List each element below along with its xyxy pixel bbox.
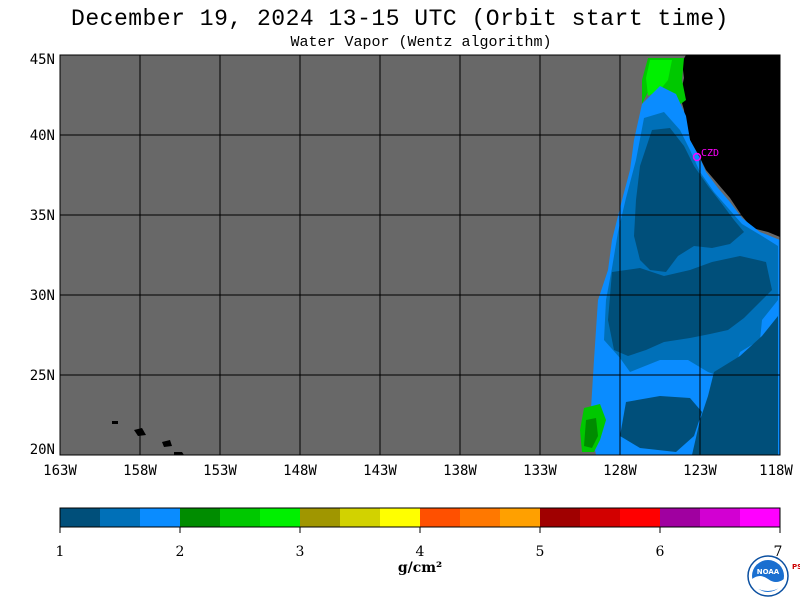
colorbar-swatch [420, 508, 461, 527]
vapor-band-dark-blue-4 [620, 396, 702, 452]
lat-label-20n: 20N [29, 442, 55, 458]
colorbar-swatch [660, 508, 701, 527]
lon-label-148w: 148W [283, 463, 317, 479]
colorbar-swatch [180, 508, 221, 527]
colorbar-swatch [60, 508, 101, 527]
lat-label-35n: 35N [29, 208, 55, 224]
colorbar-swatch [460, 508, 501, 527]
vapor-south-green-dark [584, 418, 598, 448]
lon-label-138w: 138W [443, 463, 477, 479]
colorbar-label-3: 3 [295, 544, 305, 560]
colorbar-swatch [540, 508, 581, 527]
colorbar-swatch [500, 508, 541, 527]
vapor-band-dark-blue-2 [608, 256, 772, 356]
vapor-north-fringe-bright [646, 60, 672, 96]
lon-label-128w: 128W [603, 463, 637, 479]
colorbar-swatch [380, 508, 421, 527]
lon-label-118w: 118W [759, 463, 793, 479]
colorbar-swatch [340, 508, 381, 527]
vapor-band-dark-blue-3 [692, 316, 778, 455]
map-title: December 19, 2024 13-15 UTC (Orbit start… [71, 6, 729, 32]
lon-label-153w: 153W [203, 463, 237, 479]
station-marker [692, 152, 702, 162]
colorbar-label-7: 7 [773, 544, 783, 560]
colorbar-label-4: 4 [415, 544, 425, 560]
lon-label-123w: 123W [683, 463, 717, 479]
colorbar-swatch [700, 508, 741, 527]
colorbar-label-5: 5 [535, 544, 545, 560]
grid-lines [60, 55, 780, 455]
colorbar-swatch [260, 508, 301, 527]
island [162, 440, 172, 447]
psl-side-text: PSL [792, 563, 800, 571]
colorbar-swatch [620, 508, 661, 527]
colorbar-swatch [220, 508, 261, 527]
colorbar-swatch [580, 508, 621, 527]
island [174, 452, 184, 455]
map-subtitle: Water Vapor (Wentz algorithm) [290, 34, 552, 51]
noaa-logo-icon: NOAA [747, 555, 789, 597]
colorbar-units: g/cm² [397, 560, 443, 576]
land-mass [680, 55, 780, 237]
lat-label-25n: 25N [29, 368, 55, 384]
map-border [59, 54, 781, 456]
island [112, 421, 118, 424]
colorbar-label-1: 1 [55, 544, 65, 560]
lon-label-163w: 163W [43, 463, 77, 479]
lat-label-30n: 30N [29, 288, 55, 304]
lon-label-158w: 158W [123, 463, 157, 479]
colorbar-swatch [740, 508, 781, 527]
lon-label-143w: 143W [363, 463, 397, 479]
colorbar-label-2: 2 [175, 544, 185, 560]
station-label: CZD [701, 148, 719, 159]
colorbar-swatch [100, 508, 141, 527]
colorbar-swatch [300, 508, 341, 527]
colorbar-swatch [140, 508, 181, 527]
colorbar-label-6: 6 [655, 544, 665, 560]
vapor-band-dark-blue [634, 128, 744, 272]
lon-label-133w: 133W [523, 463, 557, 479]
lat-label-45n: 45N [29, 52, 55, 68]
noaa-logo-text: NOAA [757, 568, 780, 576]
lat-label-40n: 40N [29, 128, 55, 144]
